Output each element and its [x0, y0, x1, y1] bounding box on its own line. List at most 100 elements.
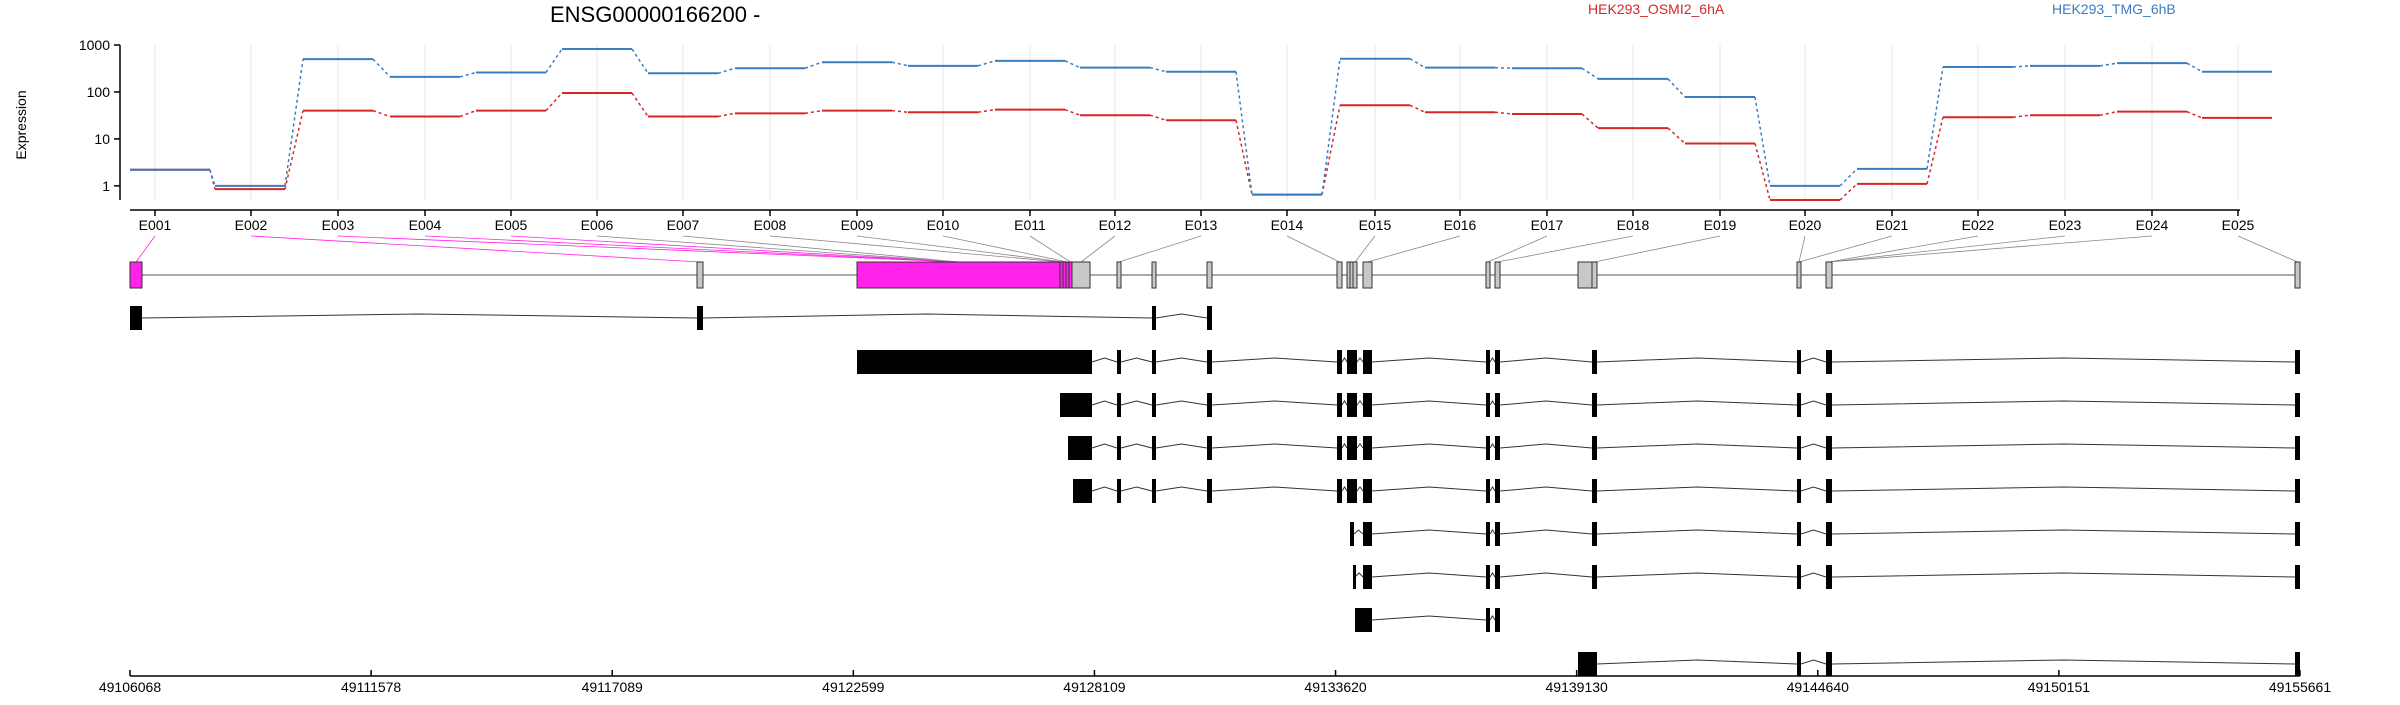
series-connector [1926, 66, 1944, 169]
connector-E025 [2237, 235, 2298, 263]
transcript-exon [1797, 436, 1801, 460]
series-connector [1839, 168, 1858, 187]
transcript-exon [1486, 436, 1490, 460]
connector-E001 [135, 235, 156, 263]
transcript-intron [1341, 486, 1348, 492]
transcript-intron [1211, 357, 1338, 363]
transcript-exon [1495, 350, 1500, 374]
x-tick-label: E021 [1876, 217, 1909, 233]
transcript-intron [1155, 443, 1208, 449]
transcript-exon [1826, 350, 1832, 374]
connector-E002 [250, 235, 701, 263]
transcript-exon [1826, 565, 1832, 589]
transcript-exon [2295, 565, 2300, 589]
x-tick-label: E007 [667, 217, 700, 233]
transcript-exon [1363, 350, 1372, 374]
transcript-intron [141, 313, 698, 319]
transcript-intron [1356, 443, 1364, 449]
series-b [130, 48, 2272, 196]
series-connector [1321, 58, 1341, 195]
transcript-intron [1596, 659, 1798, 665]
genomic-tick-label: 49128109 [1063, 679, 1126, 695]
x-tick-label: E003 [322, 217, 355, 233]
transcript-intron [1596, 400, 1798, 406]
series-connector [1667, 127, 1686, 145]
series-connector [804, 109, 823, 115]
transcript-exon [1347, 436, 1357, 460]
gene-model [129, 261, 2301, 289]
transcript-intron [1353, 529, 1364, 535]
transcript-intron [1489, 357, 1496, 363]
series-connector [631, 48, 649, 74]
connector-E008 [769, 235, 1062, 263]
x-tick-label: E023 [2049, 217, 2082, 233]
connector-E006 [596, 235, 959, 263]
transcript-exon [1117, 479, 1121, 503]
x-tick-label: E008 [754, 217, 787, 233]
transcript-exon [1578, 652, 1597, 676]
transcript-exon [1495, 479, 1500, 503]
transcript-exon [1486, 522, 1490, 546]
transcript-exon [1207, 350, 1212, 374]
plot-gridlines [154, 45, 2239, 200]
x-tick-label: E002 [235, 217, 268, 233]
series-connector [1494, 66, 1513, 69]
gene-model-exon-bin [1494, 261, 1501, 289]
series-connector [1235, 120, 1253, 195]
legend-series-a: HEK293_OSMI2_6hA [1588, 1, 1725, 17]
series-connector [459, 71, 477, 78]
transcript-intron [1499, 486, 1593, 492]
transcript-exon [1826, 479, 1832, 503]
transcript-exon [1337, 393, 1342, 417]
gene-model-exon-bin [1577, 261, 1593, 289]
series-connector [1409, 104, 1426, 113]
genomic-tick-label: 49106068 [99, 679, 162, 695]
plot-series [130, 48, 2272, 201]
series-connector [1235, 71, 1253, 195]
transcript-intron [1341, 357, 1348, 363]
transcript-intron [1499, 572, 1593, 578]
transcript-intron [1211, 443, 1338, 449]
series-connector [545, 92, 563, 112]
transcript-track [857, 350, 2300, 374]
transcript-intron [1499, 529, 1593, 535]
x-tick-label: E014 [1271, 217, 1304, 233]
transcript-intron [1831, 400, 2296, 406]
transcript-exon [1337, 479, 1342, 503]
transcript-intron [1489, 443, 1496, 449]
transcript-exon [1797, 479, 1801, 503]
gene-model-exon-bin [1352, 261, 1358, 289]
transcript-exon [1826, 652, 1832, 676]
connector-E016 [1367, 235, 1461, 263]
transcript-exon [1363, 393, 1372, 417]
series-connector [209, 169, 216, 190]
transcript-intron [1800, 400, 1827, 406]
transcript-intron [1499, 357, 1593, 363]
series-connector [717, 112, 736, 118]
connector-E010 [942, 235, 1068, 263]
y-tick-label: 100 [87, 84, 111, 100]
transcript-intron [1371, 529, 1487, 535]
transcript-exon [1337, 436, 1342, 460]
connector-E011 [1029, 235, 1071, 263]
legend-series-b: HEK293_TMG_6hB [2052, 1, 2176, 17]
series-connector [1409, 58, 1426, 69]
transcript-exon [1797, 522, 1801, 546]
transcript-intron [1831, 572, 2296, 578]
transcript-exon [1350, 522, 1354, 546]
transcript-exon [1355, 608, 1372, 632]
series-connector [284, 110, 304, 190]
connector-E007 [682, 235, 959, 263]
transcript-intron [1091, 486, 1118, 492]
transcript-intron [1341, 400, 1348, 406]
transcript-exon [1347, 479, 1357, 503]
transcript-exon [697, 306, 703, 330]
transcript-exon [1826, 393, 1832, 417]
x-tick-label: E015 [1359, 217, 1392, 233]
transcript-exon [2295, 436, 2300, 460]
transcript-track [1578, 652, 2300, 676]
series-connector [372, 109, 391, 118]
transcript-intron [1354, 572, 1364, 578]
connector-E004 [424, 235, 959, 263]
